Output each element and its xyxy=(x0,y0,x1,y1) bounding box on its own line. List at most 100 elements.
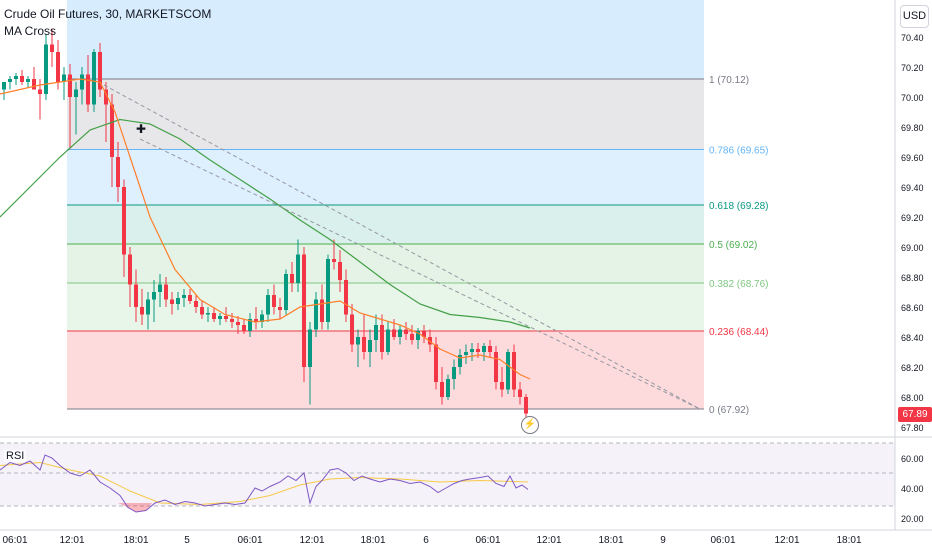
rsi-legend[interactable]: RSI xyxy=(4,450,27,462)
candle-body xyxy=(416,331,420,340)
candle-body xyxy=(164,284,168,300)
fib-zone xyxy=(67,244,704,283)
candle-body xyxy=(200,307,204,315)
candle-body xyxy=(38,89,42,94)
price-tick-label: 69.60 xyxy=(901,153,924,163)
time-tick-label: 18:01 xyxy=(598,535,623,546)
symbol-title: Crude Oil Futures, 30, MARKETSCOM xyxy=(4,7,212,21)
candle-body xyxy=(290,274,294,283)
candle-body xyxy=(464,352,468,355)
candle-body xyxy=(404,329,408,334)
candle-body xyxy=(482,346,486,352)
time-tick-label: 6 xyxy=(423,535,429,546)
fib-level-label: 0 (67.92) xyxy=(709,405,749,416)
candle-body xyxy=(302,254,306,367)
candle-body xyxy=(398,329,402,337)
time-tick-label: 12:01 xyxy=(536,535,561,546)
candle-body xyxy=(308,329,312,367)
candle-body xyxy=(512,352,516,390)
price-tick-label: 69.00 xyxy=(901,243,924,253)
trend-line xyxy=(103,84,701,410)
time-tick-label: 18:01 xyxy=(360,535,385,546)
candle-body xyxy=(194,301,198,307)
candle-body xyxy=(2,82,6,90)
rsi-tick-label: 60.00 xyxy=(901,454,924,464)
candle-body xyxy=(206,313,210,315)
candle-body xyxy=(446,379,450,397)
candle-body xyxy=(458,355,462,367)
currency-button[interactable]: USD xyxy=(900,5,929,28)
price-tick-label: 70.00 xyxy=(901,93,924,103)
candle-body xyxy=(218,316,222,319)
candle-body xyxy=(488,346,492,352)
fib-zone xyxy=(67,331,704,409)
candle-body xyxy=(122,187,126,255)
candle-body xyxy=(440,382,444,397)
price-tick-label: 68.20 xyxy=(901,363,924,373)
candle-body xyxy=(470,349,474,352)
candle-body xyxy=(314,299,318,330)
ma-slow-line xyxy=(0,118,531,329)
candle-body xyxy=(80,74,84,90)
time-tick-label: 18:01 xyxy=(836,535,861,546)
candle-body xyxy=(236,322,240,325)
candle-body xyxy=(506,352,510,390)
time-tick-label: 06:01 xyxy=(2,535,27,546)
candle-body xyxy=(476,349,480,352)
candle-body xyxy=(86,74,90,105)
candle-body xyxy=(98,52,102,90)
time-tick-label: 06:01 xyxy=(710,535,735,546)
fib-level-label: 0.5 (69.02) xyxy=(709,240,757,251)
candle-body xyxy=(158,284,162,292)
fib-level-label: 1 (70.12) xyxy=(709,75,749,86)
ma-cross-legend[interactable]: MA Cross xyxy=(4,24,57,38)
candle-body xyxy=(410,334,414,340)
time-tick-label: 5 xyxy=(184,535,190,546)
candle-body xyxy=(224,316,228,319)
candle-body xyxy=(230,319,234,322)
candle-body xyxy=(152,292,156,300)
fib-level-label: 0.618 (69.28) xyxy=(709,201,769,212)
candle-body xyxy=(380,325,384,352)
trend-line xyxy=(139,138,701,410)
candle-body xyxy=(212,313,216,319)
candle-body xyxy=(392,329,396,337)
candle-body xyxy=(260,314,264,322)
rsi-tick-label: 40.00 xyxy=(901,484,924,494)
fib-level-label: 0.236 (68.44) xyxy=(709,327,769,338)
candle-body xyxy=(26,79,30,82)
candle-body xyxy=(350,314,354,345)
candle-body xyxy=(296,254,300,283)
candle-body xyxy=(422,331,426,337)
current-price-tag: 67.89 xyxy=(898,407,932,422)
candle-body xyxy=(68,74,72,97)
candle-body xyxy=(356,337,360,345)
candle-body xyxy=(182,295,186,298)
rsi-band xyxy=(0,443,895,506)
fib-zone xyxy=(67,205,704,244)
price-tick-label: 68.80 xyxy=(901,273,924,283)
price-tick-label: 69.40 xyxy=(901,183,924,193)
fib-level-label: 0.382 (68.76) xyxy=(709,279,769,290)
candle-body xyxy=(32,79,36,90)
price-tick-label: 68.40 xyxy=(901,333,924,343)
time-tick-label: 06:01 xyxy=(237,535,262,546)
time-tick-label: 12:01 xyxy=(774,535,799,546)
price-tick-label: 69.20 xyxy=(901,213,924,223)
candle-body xyxy=(146,299,150,315)
candle-body xyxy=(500,382,504,390)
candle-body xyxy=(134,284,138,307)
candle-body xyxy=(362,337,366,352)
fib-zone-top xyxy=(67,0,704,79)
candle-body xyxy=(524,397,528,414)
candle-body xyxy=(272,295,276,307)
candle-body xyxy=(56,52,60,82)
fib-zone xyxy=(67,283,704,331)
lightning-icon[interactable]: ⚡ xyxy=(521,416,539,434)
candle-body xyxy=(254,319,258,322)
price-tick-label: 70.20 xyxy=(901,63,924,73)
crosshair-marker: ✚ xyxy=(136,122,146,136)
candle-body xyxy=(386,329,390,352)
